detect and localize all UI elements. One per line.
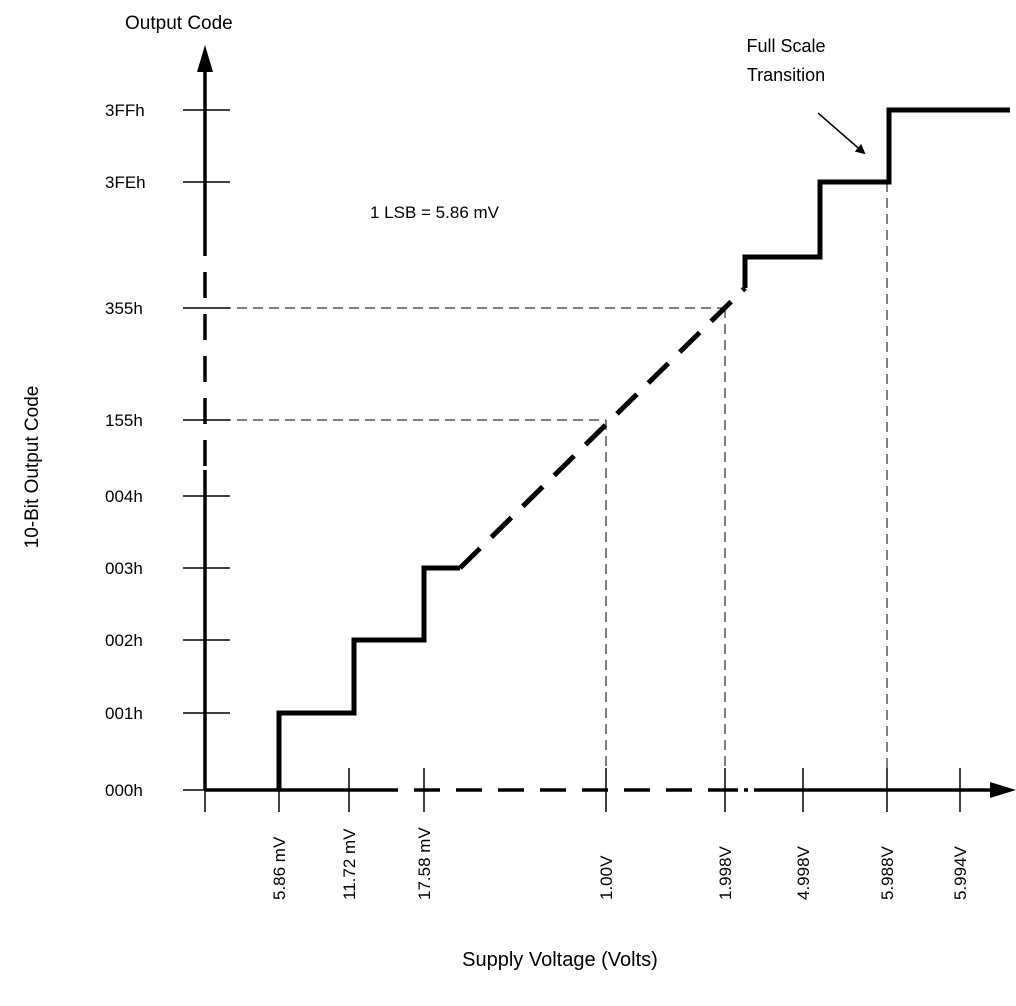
- x-tick-label: 1.998V: [716, 845, 735, 900]
- y-tick-label: 004h: [105, 487, 143, 506]
- x-tick-label: 1.00V: [597, 855, 616, 900]
- x-axis-arrowhead: [990, 782, 1016, 798]
- upper-staircase: [742, 107, 1010, 288]
- y-axis: [197, 45, 213, 790]
- y-tick-label: 001h: [105, 704, 143, 723]
- transfer-curve: [276, 107, 1010, 790]
- x-tick-label: 5.86 mV: [270, 836, 289, 900]
- x-tick-label: 5.988V: [878, 845, 897, 900]
- y-tick-label: 3FFh: [105, 101, 145, 120]
- y-tick-label: 355h: [105, 299, 143, 318]
- dashed-linear-region: [458, 286, 747, 570]
- x-tick-label: 5.994V: [951, 845, 970, 900]
- callout-line-2: Transition: [747, 65, 825, 85]
- y-axis-label: 10-Bit Output Code: [22, 386, 43, 549]
- y-tick-label: 000h: [105, 781, 143, 800]
- guide-lines: [205, 182, 888, 790]
- lsb-note: 1 LSB = 5.86 mV: [370, 203, 500, 222]
- y-axis-title: Output Code: [125, 13, 233, 34]
- y-axis-arrowhead: [197, 45, 213, 72]
- y-tick-label: 002h: [105, 631, 143, 650]
- x-tick-label: 11.72 mV: [340, 828, 359, 900]
- x-tick-labels: 5.86 mV 11.72 mV 17.58 mV 1.00V 1.998V 4…: [270, 827, 970, 900]
- callout-line-1: Full Scale: [746, 36, 825, 56]
- x-axis: [205, 782, 1016, 798]
- lower-staircase: [276, 565, 460, 790]
- y-tick-labels: 3FFh 3FEh 355h 155h 004h 003h 002h 001h …: [105, 101, 146, 800]
- y-tick-label: 155h: [105, 411, 143, 430]
- x-tick-label: 17.58 mV: [415, 827, 434, 900]
- y-tick-label: 003h: [105, 559, 143, 578]
- x-axis-label: Supply Voltage (Volts): [462, 949, 658, 971]
- y-tick-label: 3FEh: [105, 173, 146, 192]
- full-scale-callout-arrow: [817, 112, 866, 155]
- x-tick-label: 4.998V: [794, 845, 813, 900]
